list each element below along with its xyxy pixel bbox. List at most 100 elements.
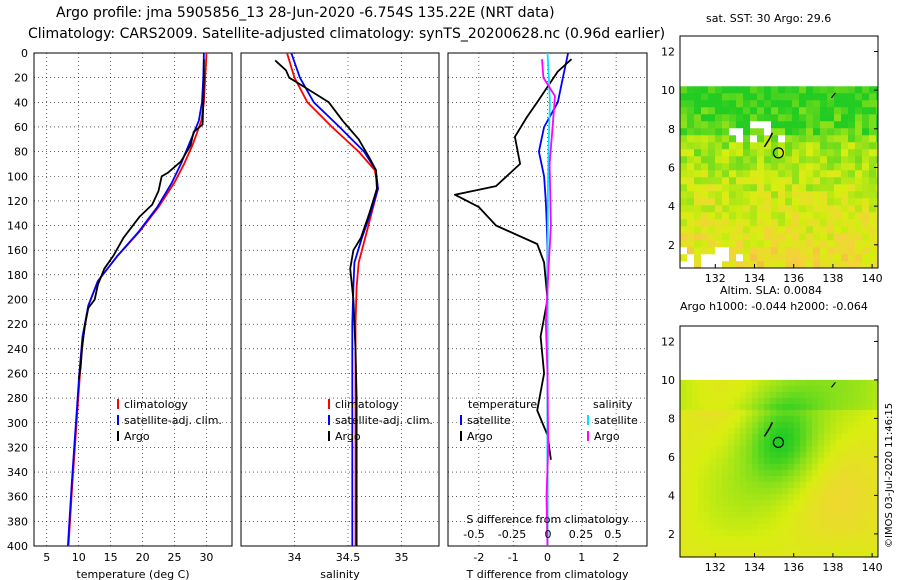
map-cell xyxy=(750,156,758,164)
map-cell xyxy=(842,397,849,405)
map-cell xyxy=(820,107,828,115)
map-cell xyxy=(692,403,699,411)
map-cell xyxy=(860,415,867,423)
map-cell xyxy=(812,457,819,465)
map-cell xyxy=(750,177,758,185)
map-cell xyxy=(692,499,699,507)
map-cell xyxy=(866,547,873,555)
map-cell xyxy=(687,142,695,150)
map-cell xyxy=(722,535,729,543)
map-cell xyxy=(866,379,873,387)
map-cell xyxy=(698,391,705,399)
map-cell xyxy=(752,469,759,477)
map-y-tick-label: 4 xyxy=(668,489,675,502)
map-cell xyxy=(715,114,723,122)
map-cell xyxy=(746,553,753,558)
map-cell xyxy=(866,493,873,501)
map-cell xyxy=(854,487,861,495)
x-axis-label-salinity: salinity xyxy=(320,568,360,580)
map-cell xyxy=(778,156,786,164)
map-cell xyxy=(872,535,879,543)
map-cell xyxy=(848,499,855,507)
map-cell xyxy=(799,198,807,206)
map-cell xyxy=(792,191,800,199)
map-cell xyxy=(729,205,737,213)
map-cell xyxy=(820,233,828,241)
map-cell xyxy=(869,240,877,248)
map-cell xyxy=(680,523,687,531)
map-cell xyxy=(830,439,837,447)
map-cell xyxy=(758,499,765,507)
map-cell xyxy=(740,397,747,405)
map-cell xyxy=(704,445,711,453)
map-cell xyxy=(715,233,723,241)
map-cell xyxy=(680,226,688,234)
map-cell xyxy=(848,198,856,206)
map-cell xyxy=(806,177,814,185)
map-cell xyxy=(836,433,843,441)
map-cell xyxy=(866,421,873,429)
map-cell xyxy=(694,128,702,136)
map-cell xyxy=(834,107,842,115)
map-cell xyxy=(716,523,723,531)
map-cell xyxy=(729,135,737,143)
map-cell xyxy=(788,391,795,399)
map-cell xyxy=(782,379,789,387)
map-cell xyxy=(728,409,735,417)
map-cell xyxy=(806,397,813,405)
map-cell xyxy=(728,463,735,471)
map-cell xyxy=(764,469,771,477)
map-cell xyxy=(782,445,789,453)
map-cell xyxy=(836,379,843,387)
map-cell xyxy=(860,475,867,483)
map-cell xyxy=(848,439,855,447)
map-cell xyxy=(827,163,835,171)
map-cell xyxy=(728,421,735,429)
map-cell xyxy=(812,535,819,543)
map-cell xyxy=(855,128,863,136)
map-cell xyxy=(813,114,821,122)
map-cell xyxy=(848,385,855,393)
map-cell xyxy=(752,553,759,558)
map2-title-heights: Argo h1000: -0.044 h2000: -0.064 xyxy=(680,300,868,313)
map-cell xyxy=(848,553,855,558)
map-cell xyxy=(834,247,842,255)
map-cell xyxy=(854,499,861,507)
map-cell xyxy=(860,409,867,417)
map-cell xyxy=(752,439,759,447)
map-cell xyxy=(778,121,786,129)
map-cell xyxy=(860,397,867,405)
map-cell xyxy=(813,205,821,213)
map-cell xyxy=(736,261,744,269)
map-cell xyxy=(788,487,795,495)
map-cell xyxy=(746,421,753,429)
map-cell xyxy=(862,191,870,199)
map-cell xyxy=(758,541,765,549)
map-cell xyxy=(862,86,870,94)
map-cell xyxy=(734,415,741,423)
map-cell xyxy=(854,505,861,513)
map-cell xyxy=(778,247,786,255)
map-cell xyxy=(750,254,758,262)
map-cell xyxy=(750,128,758,136)
map-cell xyxy=(792,156,800,164)
map-cell xyxy=(680,505,687,513)
map-cell xyxy=(827,149,835,157)
map-cell xyxy=(794,553,801,558)
map-cell xyxy=(715,240,723,248)
map-cell xyxy=(836,457,843,465)
map-cell xyxy=(876,100,879,108)
map-cell xyxy=(869,86,877,94)
map-cell xyxy=(686,511,693,519)
map-cell xyxy=(722,517,729,525)
depth-tick-label: 0 xyxy=(21,47,28,60)
map-cell xyxy=(743,170,751,178)
map-cell xyxy=(764,403,771,411)
map-cell xyxy=(818,445,825,453)
map-cell xyxy=(806,421,813,429)
map-cell xyxy=(836,451,843,459)
map-cell xyxy=(722,226,730,234)
map-cell xyxy=(736,100,744,108)
map-cell xyxy=(800,385,807,393)
map-cell xyxy=(764,93,772,101)
